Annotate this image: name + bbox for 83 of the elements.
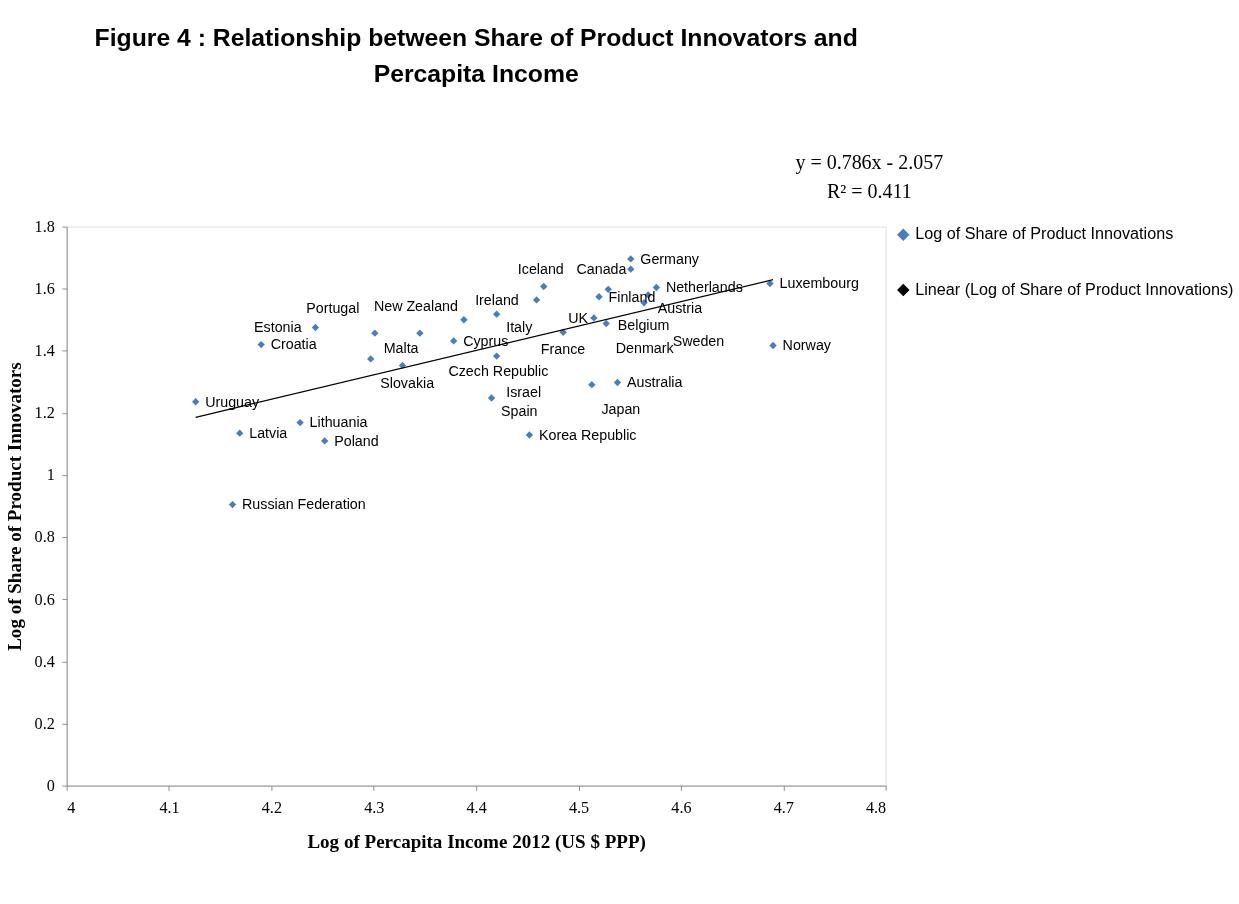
annotation: Cyprus <box>463 332 509 349</box>
annotation: Ireland <box>475 291 519 308</box>
annotation: Belgium <box>617 317 670 334</box>
point <box>613 378 622 387</box>
x-tick-label: 4 <box>67 798 76 816</box>
annotation: Austria <box>657 300 703 317</box>
y-tick-label: 1.2 <box>34 404 55 422</box>
point <box>627 255 635 263</box>
point <box>235 429 244 437</box>
annotation: Korea Republic <box>538 426 637 443</box>
annotation: Poland <box>334 432 379 449</box>
legend-label: Log of Share of Product Innovations <box>915 224 1174 243</box>
y-tick-label: 1 <box>46 466 55 484</box>
x-tick-label: 4.4 <box>466 798 487 816</box>
legend-label: Linear (Log of Share of Product Innovations) <box>915 279 1234 298</box>
y-tick-label: 0.6 <box>34 590 55 608</box>
annotation: Norway <box>782 337 832 354</box>
annotation: Japan <box>601 401 641 418</box>
point <box>296 418 304 427</box>
point <box>449 337 458 345</box>
annotation: France <box>540 341 586 358</box>
annotation: Croatia <box>270 336 317 353</box>
annotation: Italy <box>506 319 534 336</box>
point <box>532 296 541 304</box>
annotation: Portugal <box>306 300 360 317</box>
y-tick-label: 1.6 <box>34 279 55 297</box>
x-tick-label: 4.2 <box>261 798 282 816</box>
x-tick-label: 4.7 <box>773 798 794 816</box>
point <box>460 316 468 324</box>
annotation: Lithuania <box>309 414 368 431</box>
x-axis-title: Log of Percapita Income 2012 (US $ PPP) <box>307 831 646 854</box>
x-tick-label: 4.5 <box>568 798 590 816</box>
point <box>588 381 596 389</box>
annotation: Netherlands <box>665 279 743 296</box>
annotation: Denmark <box>615 340 675 357</box>
annotation: Uruguay <box>205 393 260 410</box>
point <box>492 310 501 318</box>
annotation: Australia <box>626 374 683 391</box>
annotation: Finland <box>608 288 656 305</box>
y-tick-label: 1.4 <box>34 342 55 360</box>
point <box>320 437 329 445</box>
y-tick-label: 0.8 <box>34 528 55 546</box>
y-tick-label: 0.2 <box>34 714 55 732</box>
annotation: Estonia <box>254 319 302 336</box>
y-tick-label: 0.4 <box>34 652 55 670</box>
x-tick-label: 4.6 <box>671 798 692 816</box>
annotation: Germany <box>640 250 700 267</box>
chart-title: Figure 4 : Relationship between Share of Product Innovators and Percapita Income <box>94 23 858 87</box>
annotation: Luxembourg <box>779 275 859 292</box>
point <box>602 319 610 328</box>
annotation: Slovakia <box>380 375 435 392</box>
y-tick-label: 1.8 <box>34 217 55 235</box>
annotation: Latvia <box>249 424 288 441</box>
point <box>769 341 777 350</box>
x-tick-label: 4.1 <box>159 798 180 816</box>
annotation: Iceland <box>517 261 564 278</box>
annotation: Malta <box>383 340 419 357</box>
annotation: Israel <box>506 384 542 401</box>
point <box>627 265 635 273</box>
point <box>311 323 320 332</box>
point <box>487 394 496 402</box>
y-axis-title: Log of Share of Product Innovators <box>4 362 26 651</box>
point <box>257 340 265 349</box>
x-tick-label: 4.8 <box>865 798 887 816</box>
annotation: Russian Federation <box>242 496 366 513</box>
annotation: Sweden <box>672 332 725 349</box>
point <box>766 279 774 288</box>
point <box>367 355 375 363</box>
annotation: Spain <box>501 403 538 420</box>
point <box>228 500 237 509</box>
point <box>492 352 501 360</box>
annotation: Czech Republic <box>448 362 549 379</box>
annotation: New Zealand <box>373 298 459 315</box>
annotation: UK <box>568 309 589 326</box>
text: R² = 0.411 <box>826 180 912 203</box>
point <box>540 282 548 291</box>
x-tick-label: 4.3 <box>364 798 385 816</box>
point <box>525 431 534 439</box>
point <box>652 283 661 292</box>
point <box>191 398 200 406</box>
text: y = 0.786x - 2.057 <box>795 151 944 175</box>
annotation: Canada <box>576 260 627 277</box>
y-tick-label: 0 <box>46 776 55 794</box>
